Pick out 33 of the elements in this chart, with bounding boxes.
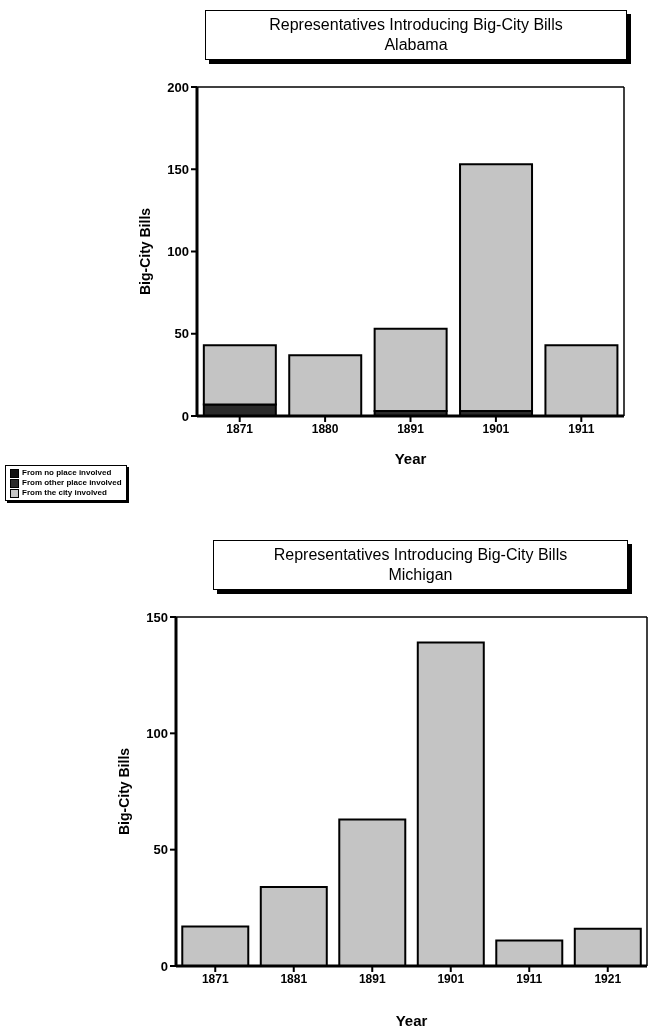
y-axis-title: Big-City Bills — [115, 747, 132, 836]
x-tick-label: 1901 — [437, 971, 465, 986]
y-tick-label: 100 — [167, 244, 189, 260]
legend-label: From other place involved — [22, 478, 122, 488]
bar — [373, 327, 448, 413]
chart-subtitle: Michigan — [387, 565, 454, 585]
y-tick-label: 200 — [167, 79, 189, 95]
x-tick-label: 1891 — [397, 421, 425, 436]
x-tick-label: 1911 — [568, 421, 595, 436]
chart-subtitle: Alabama — [383, 35, 449, 55]
y-tick-label: 150 — [167, 161, 189, 177]
y-tick-label: 100 — [146, 725, 168, 741]
legend-label: From the city involved — [22, 488, 107, 498]
y-tick-label: 0 — [160, 958, 168, 974]
x-tick-label: 1901 — [482, 421, 510, 436]
x-axis-title: Year — [395, 1012, 428, 1029]
chart-title: Representatives Introducing Big-City Bills — [272, 545, 569, 565]
x-tick-label: 1871 — [226, 421, 254, 436]
y-tick-label: 50 — [174, 326, 189, 342]
y-tick-label: 150 — [146, 609, 168, 625]
x-tick-label: 1880 — [311, 421, 339, 436]
legend-label: From no place involved — [22, 468, 112, 478]
x-tick-label: 1881 — [280, 971, 308, 986]
y-tick-label: 50 — [153, 842, 168, 858]
x-axis-title: Year — [394, 450, 427, 467]
y-axis-title: Big-City Bills — [136, 207, 153, 296]
chart-title: Representatives Introducing Big-City Bills — [268, 15, 564, 35]
x-tick-label: 1911 — [516, 971, 543, 986]
y-tick-label: 0 — [181, 408, 189, 424]
bar — [459, 163, 534, 413]
x-tick-label: 1891 — [358, 971, 386, 986]
x-tick-label: 1871 — [201, 971, 229, 986]
x-tick-label: 1921 — [594, 971, 622, 986]
